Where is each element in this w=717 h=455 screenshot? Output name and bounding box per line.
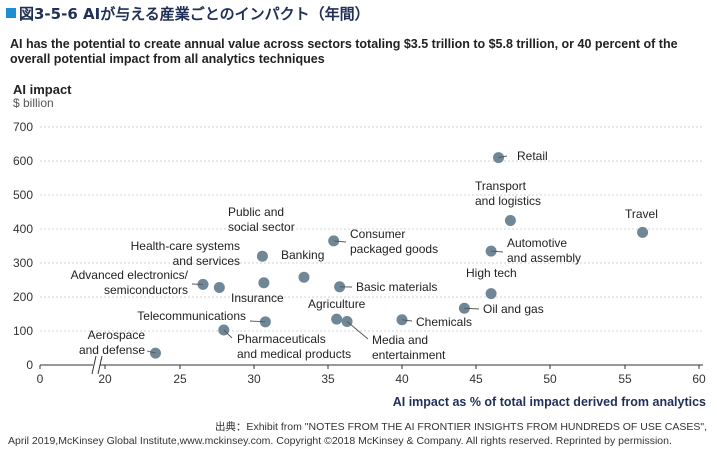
x-tick-label: 35 [321, 372, 335, 386]
data-label: Automotive and assembly [507, 236, 581, 265]
figure-label: 図3-5-6 [19, 5, 78, 23]
data-label: Health-care systems and services [131, 239, 240, 268]
data-label: Transport and logistics [475, 179, 541, 208]
x-tick-label: 20 [98, 372, 112, 386]
data-label: Chemicals [416, 315, 472, 329]
x-tick-label: 30 [247, 372, 261, 386]
figure-title: 図3-5-6 AIが与える産業ごとのインパクト（年間） [6, 3, 370, 24]
y-tick-label: 600 [13, 154, 33, 168]
leader-line [401, 319, 413, 322]
data-label: Basic materials [356, 280, 437, 294]
x-tick-label: 25 [173, 372, 187, 386]
data-label: Agriculture [308, 297, 366, 311]
data-point [504, 215, 516, 226]
data-label: Public and social sector [228, 205, 295, 234]
data-label: Aerospace and defense [79, 328, 145, 357]
leader-line [223, 329, 233, 339]
leader-line [333, 240, 347, 243]
x-tick-label: 55 [618, 372, 632, 386]
data-label: Advanced electronics/semiconductors [71, 268, 189, 297]
title-marker-square [6, 8, 16, 18]
x-axis-label: AI impact as % of total impact derived f… [393, 395, 706, 409]
leader-line [464, 307, 480, 310]
axis-break-mark [91, 355, 97, 375]
x-tick-label: 50 [543, 372, 557, 386]
chart-subtitle: AI has the potential to create annual va… [10, 37, 678, 66]
leader-line [346, 321, 369, 340]
y-axis-unit: $ billion [13, 96, 54, 110]
data-label: Insurance [231, 291, 284, 305]
y-tick-label: 300 [13, 256, 33, 270]
y-tick-label: 700 [13, 120, 33, 134]
leader-line [491, 250, 504, 253]
data-label: Oil and gas [483, 302, 544, 316]
data-label: Travel [625, 207, 658, 221]
leader-line [249, 320, 266, 323]
data-label: Consumer packaged goods [350, 227, 438, 256]
x-tick-label: 45 [469, 372, 483, 386]
data-label: High tech [466, 266, 517, 280]
y-tick-label: 0 [26, 358, 33, 372]
data-point [258, 277, 270, 289]
data-point [213, 281, 225, 293]
y-axis-label: AI impact [13, 82, 72, 97]
figure-title-text: AIが与える産業ごとのインパクト（年間） [83, 5, 370, 23]
y-tick-label: 200 [13, 290, 33, 304]
data-point [298, 271, 310, 283]
x-tick-label: 40 [395, 372, 409, 386]
y-tick-labels: 0 100 200 300 400 500 600 700 [13, 120, 33, 372]
axis-break-mark [97, 355, 103, 375]
data-label: Retail [517, 149, 548, 163]
y-tick-label: 400 [13, 222, 33, 236]
data-point [256, 250, 268, 262]
y-tick-label: 100 [13, 324, 33, 338]
data-point [485, 288, 497, 300]
leader-line [146, 350, 156, 354]
data-label: Pharmaceuticals and medical products [237, 332, 351, 361]
data-label: Banking [281, 248, 324, 262]
y-tick-label: 500 [13, 188, 33, 202]
point-labels: Retail Transport and logistics Travel Automo… [71, 149, 658, 362]
source-line-2: April 2019,McKinsey Global Institute,www… [8, 435, 672, 447]
x-tick-label: 60 [692, 372, 706, 386]
x-axis: 0 20 25 30 35 40 45 50 55 60 [37, 355, 706, 386]
data-label: Media and entertainment [372, 333, 446, 362]
source-line-1: 出典：Exhibit from "NOTES FROM THE AI FRONT… [214, 421, 707, 433]
data-label: Telecommunications [137, 309, 246, 323]
data-point [637, 226, 649, 238]
data-point [331, 313, 343, 325]
leader-line [498, 155, 508, 159]
gridlines [40, 126, 703, 332]
x-tick-label: 0 [37, 372, 44, 386]
